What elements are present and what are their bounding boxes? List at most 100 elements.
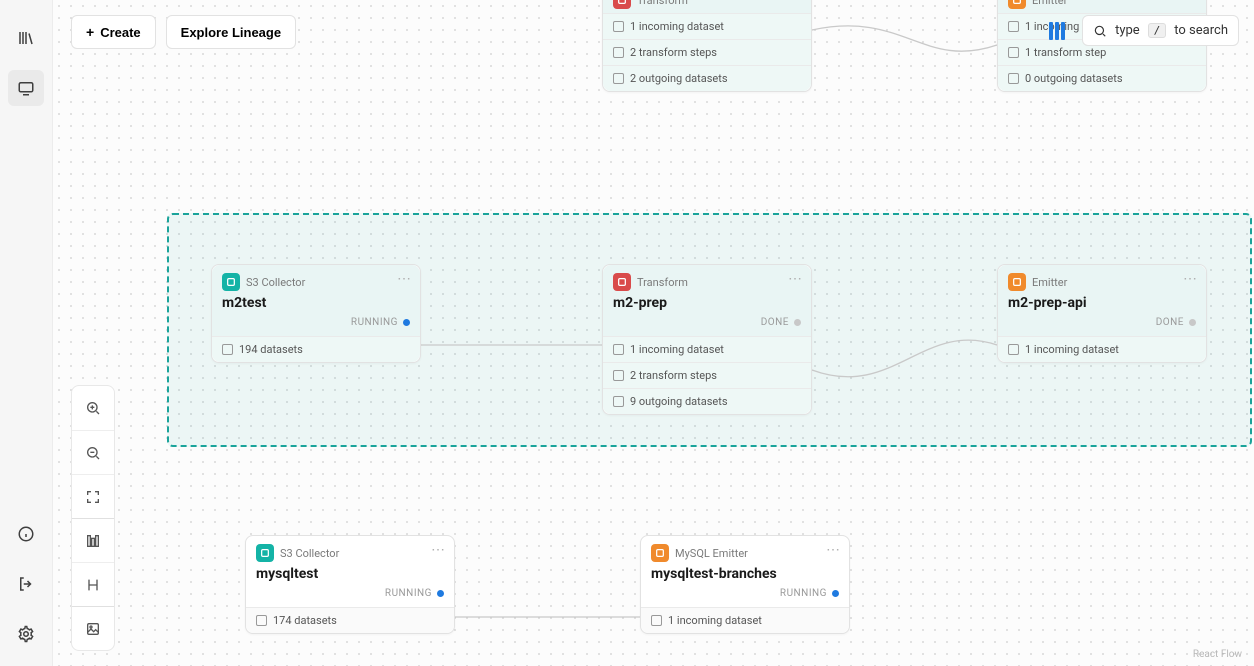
node-title: m2-prep-api [998,295,1206,317]
lineage-node[interactable]: Emitter ⋯ 1 incoming dataset 1 transform… [997,0,1207,92]
node-type-label: Transform [637,0,688,7]
node-title: m2-prep [603,295,811,317]
library-icon[interactable] [8,20,44,56]
dataset-icon [613,344,624,355]
node-more-icon[interactable]: ⋯ [397,271,412,287]
dataset-icon [651,615,662,626]
monitor-icon[interactable] [8,70,44,106]
node-status: RUNNING [212,317,420,336]
lineage-node[interactable]: Transform ⋯ 1 incoming dataset 2 transfo… [602,0,812,92]
node-type-icon [1008,273,1026,291]
node-detail-text: 194 datasets [239,343,303,356]
dataset-icon [1008,73,1019,84]
explore-lineage-button[interactable]: Explore Lineage [166,15,296,49]
left-rail [0,0,53,666]
lineage-node[interactable]: S3 Collector ⋯ mysqltestRUNNING 174 data… [245,535,455,634]
node-detail-text: 1 incoming dataset [1025,343,1119,356]
node-type-label: Emitter [1032,276,1067,289]
node-type-label: MySQL Emitter [675,547,748,560]
info-icon[interactable] [8,516,44,552]
node-type-icon [613,0,631,9]
search-icon [1093,24,1107,38]
top-actions: + Create Explore Lineage [71,15,296,49]
search-type-label: type [1115,23,1140,38]
search-box[interactable]: type / to search [1082,15,1239,46]
node-title: mysqltest-branches [641,566,849,588]
node-more-icon[interactable]: ⋯ [788,271,803,287]
search-tosearch-label: to search [1174,23,1228,38]
dataset-icon [222,344,233,355]
node-type-icon [613,273,631,291]
align-icon[interactable] [72,562,114,606]
zoom-out-icon[interactable] [72,430,114,474]
node-type-label: Emitter [1032,0,1067,7]
node-detail-row: 2 outgoing datasets [603,65,811,91]
node-detail-row: 9 outgoing datasets [603,388,811,414]
node-status: RUNNING [246,588,454,607]
node-status: DONE [603,317,811,336]
node-type-label: S3 Collector [246,276,305,289]
node-detail-text: 1 incoming dataset [630,20,724,33]
dataset-icon [613,396,624,407]
node-detail-text: 1 incoming dataset [630,343,724,356]
node-title: mysqltest [246,566,454,588]
node-status: DONE [998,317,1206,336]
node-detail-row: 2 transform steps [603,362,811,388]
lineage-node[interactable]: Transform ⋯ m2-prepDONE 1 incoming datas… [602,264,812,415]
lineage-node[interactable]: Emitter ⋯ m2-prep-apiDONE 1 incoming dat… [997,264,1207,363]
node-more-icon[interactable]: ⋯ [826,542,841,558]
top-right: type / to search [1042,15,1239,46]
lineage-canvas[interactable]: + Create Explore Lineage type / to searc… [53,0,1254,666]
node-detail-text: 2 transform steps [630,369,717,382]
node-detail-row: 0 outgoing datasets [998,65,1206,91]
dataset-icon [1008,21,1019,32]
node-type-icon [651,544,669,562]
node-type-icon [1008,0,1026,9]
node-more-icon[interactable]: ⋯ [431,542,446,558]
dataset-icon [613,73,624,84]
node-detail-row: 174 datasets [246,607,454,633]
node-type-icon [256,544,274,562]
dataset-icon [613,47,624,58]
node-detail-row: 1 incoming dataset [603,13,811,39]
reorder-icon[interactable] [72,518,114,562]
view-controls [71,385,115,651]
columns-toggle-icon[interactable] [1042,16,1072,46]
node-type-label: S3 Collector [280,547,339,560]
fit-view-icon[interactable] [72,474,114,518]
node-detail-row: 1 incoming dataset [998,336,1206,362]
search-key-hint: / [1148,23,1167,38]
image-icon[interactable] [72,606,114,650]
dataset-icon [1008,344,1019,355]
node-more-icon[interactable]: ⋯ [1183,271,1198,287]
node-title: m2test [212,295,420,317]
react-flow-attribution: React Flow [1193,649,1242,660]
node-type-label: Transform [637,276,688,289]
explore-lineage-label: Explore Lineage [181,25,281,40]
node-more-icon[interactable]: ⋯ [788,0,803,5]
node-detail-text: 9 outgoing datasets [630,395,728,408]
node-detail-text: 174 datasets [273,614,337,627]
node-status: RUNNING [641,588,849,607]
node-detail-row: 2 transform steps [603,39,811,65]
plus-icon: + [86,24,94,40]
node-detail-text: 2 transform steps [630,46,717,59]
node-detail-text: 0 outgoing datasets [1025,72,1123,85]
node-more-icon[interactable]: ⋯ [1183,0,1198,5]
node-detail-text: 1 transform step [1025,46,1106,59]
node-detail-text: 2 outgoing datasets [630,72,728,85]
create-button-label: Create [100,25,140,40]
node-detail-row: 1 incoming dataset [641,607,849,633]
dataset-icon [256,615,267,626]
dataset-icon [613,21,624,32]
lineage-node[interactable]: S3 Collector ⋯ m2testRUNNING 194 dataset… [211,264,421,363]
node-type-icon [222,273,240,291]
zoom-in-icon[interactable] [72,386,114,430]
node-detail-row: 194 datasets [212,336,420,362]
node-detail-row: 1 incoming dataset [603,336,811,362]
dataset-icon [613,370,624,381]
logout-icon[interactable] [8,566,44,602]
settings-icon[interactable] [8,616,44,652]
lineage-node[interactable]: MySQL Emitter ⋯ mysqltest-branchesRUNNIN… [640,535,850,634]
create-button[interactable]: + Create [71,15,156,49]
